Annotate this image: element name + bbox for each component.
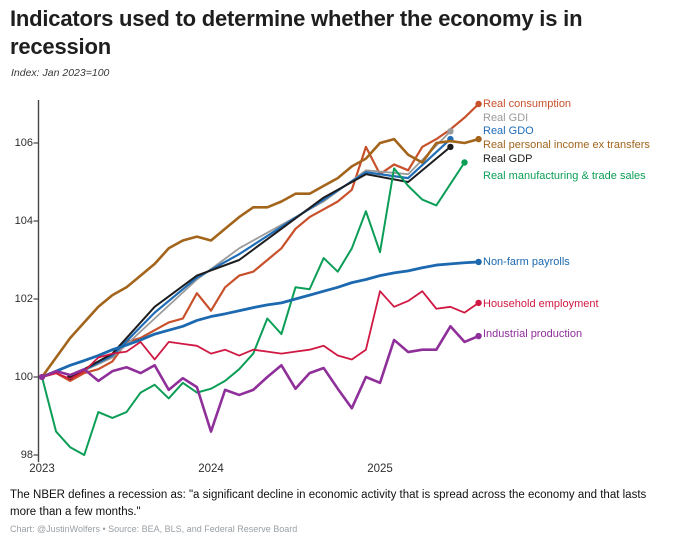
source-credit: Chart: @JustinWolfers • Source: BEA, BLS… bbox=[10, 524, 298, 534]
y-tick-label-106: 106 bbox=[14, 136, 33, 149]
legend-label-household-employment: Household employment bbox=[483, 297, 599, 310]
series-end-dot-real-gdi bbox=[447, 128, 454, 135]
series-end-dot-real-gdp bbox=[447, 143, 454, 151]
series-line-household-employment bbox=[41, 290, 480, 380]
y-tick-label-102: 102 bbox=[14, 292, 33, 305]
series-end-dot-real-personal-income-ex-transfers bbox=[475, 135, 482, 143]
series-line-real-consumption bbox=[40, 102, 480, 382]
series-end-dot-non-farm-payrolls bbox=[475, 258, 482, 266]
y-tick-label-98: 98 bbox=[20, 448, 33, 461]
series-end-dot-industrial-production bbox=[475, 332, 482, 340]
series-line-real-manufacturing-trade-sales bbox=[41, 161, 466, 456]
nber-definition-note: The NBER defines a recession as: "a sign… bbox=[10, 489, 647, 518]
y-tick-label-100: 100 bbox=[14, 370, 33, 383]
page-title: Indicators used to determine whether the… bbox=[10, 6, 583, 59]
series-end-dot-real-manufacturing-trade-sales bbox=[461, 159, 468, 166]
series-line-real-gdi bbox=[69, 130, 452, 378]
legend-label-real-gdp: Real GDP bbox=[483, 152, 533, 165]
index-note: Index: Jan 2023=100 bbox=[11, 67, 110, 79]
legend-label-non-farm-payrolls: Non-farm payrolls bbox=[483, 255, 570, 268]
series-end-dot-household-employment bbox=[475, 299, 482, 307]
series-line-real-gdp bbox=[69, 145, 452, 378]
y-tick-label-104: 104 bbox=[14, 214, 33, 227]
series-line-industrial-production bbox=[40, 324, 480, 433]
legend-label-real-gdo: Real GDO bbox=[483, 125, 534, 138]
legend-label-real-consumption: Real consumption bbox=[483, 98, 572, 110]
x-tick-label-2025: 2025 bbox=[367, 463, 393, 475]
series-line-non-farm-payrolls bbox=[40, 260, 480, 379]
legend-label-industrial-production: Industrial production bbox=[483, 328, 583, 341]
legend-label-real-gdi: Real GDI bbox=[483, 112, 529, 125]
series-end-dot-real-consumption bbox=[475, 100, 482, 108]
legend-label-real-manufacturing-trade-sales: Real manufacturing & trade sales bbox=[483, 169, 646, 182]
series-start-dot-industrial-production bbox=[39, 374, 45, 380]
x-tick-label-2024: 2024 bbox=[198, 463, 224, 475]
series-line-real-gdo bbox=[69, 138, 452, 379]
x-tick-label-2023: 2023 bbox=[29, 463, 55, 475]
legend-label-real-personal-income-ex-transfers: Real personal income ex transfers bbox=[483, 139, 650, 152]
series-line-real-personal-income-ex-transfers bbox=[40, 137, 480, 379]
